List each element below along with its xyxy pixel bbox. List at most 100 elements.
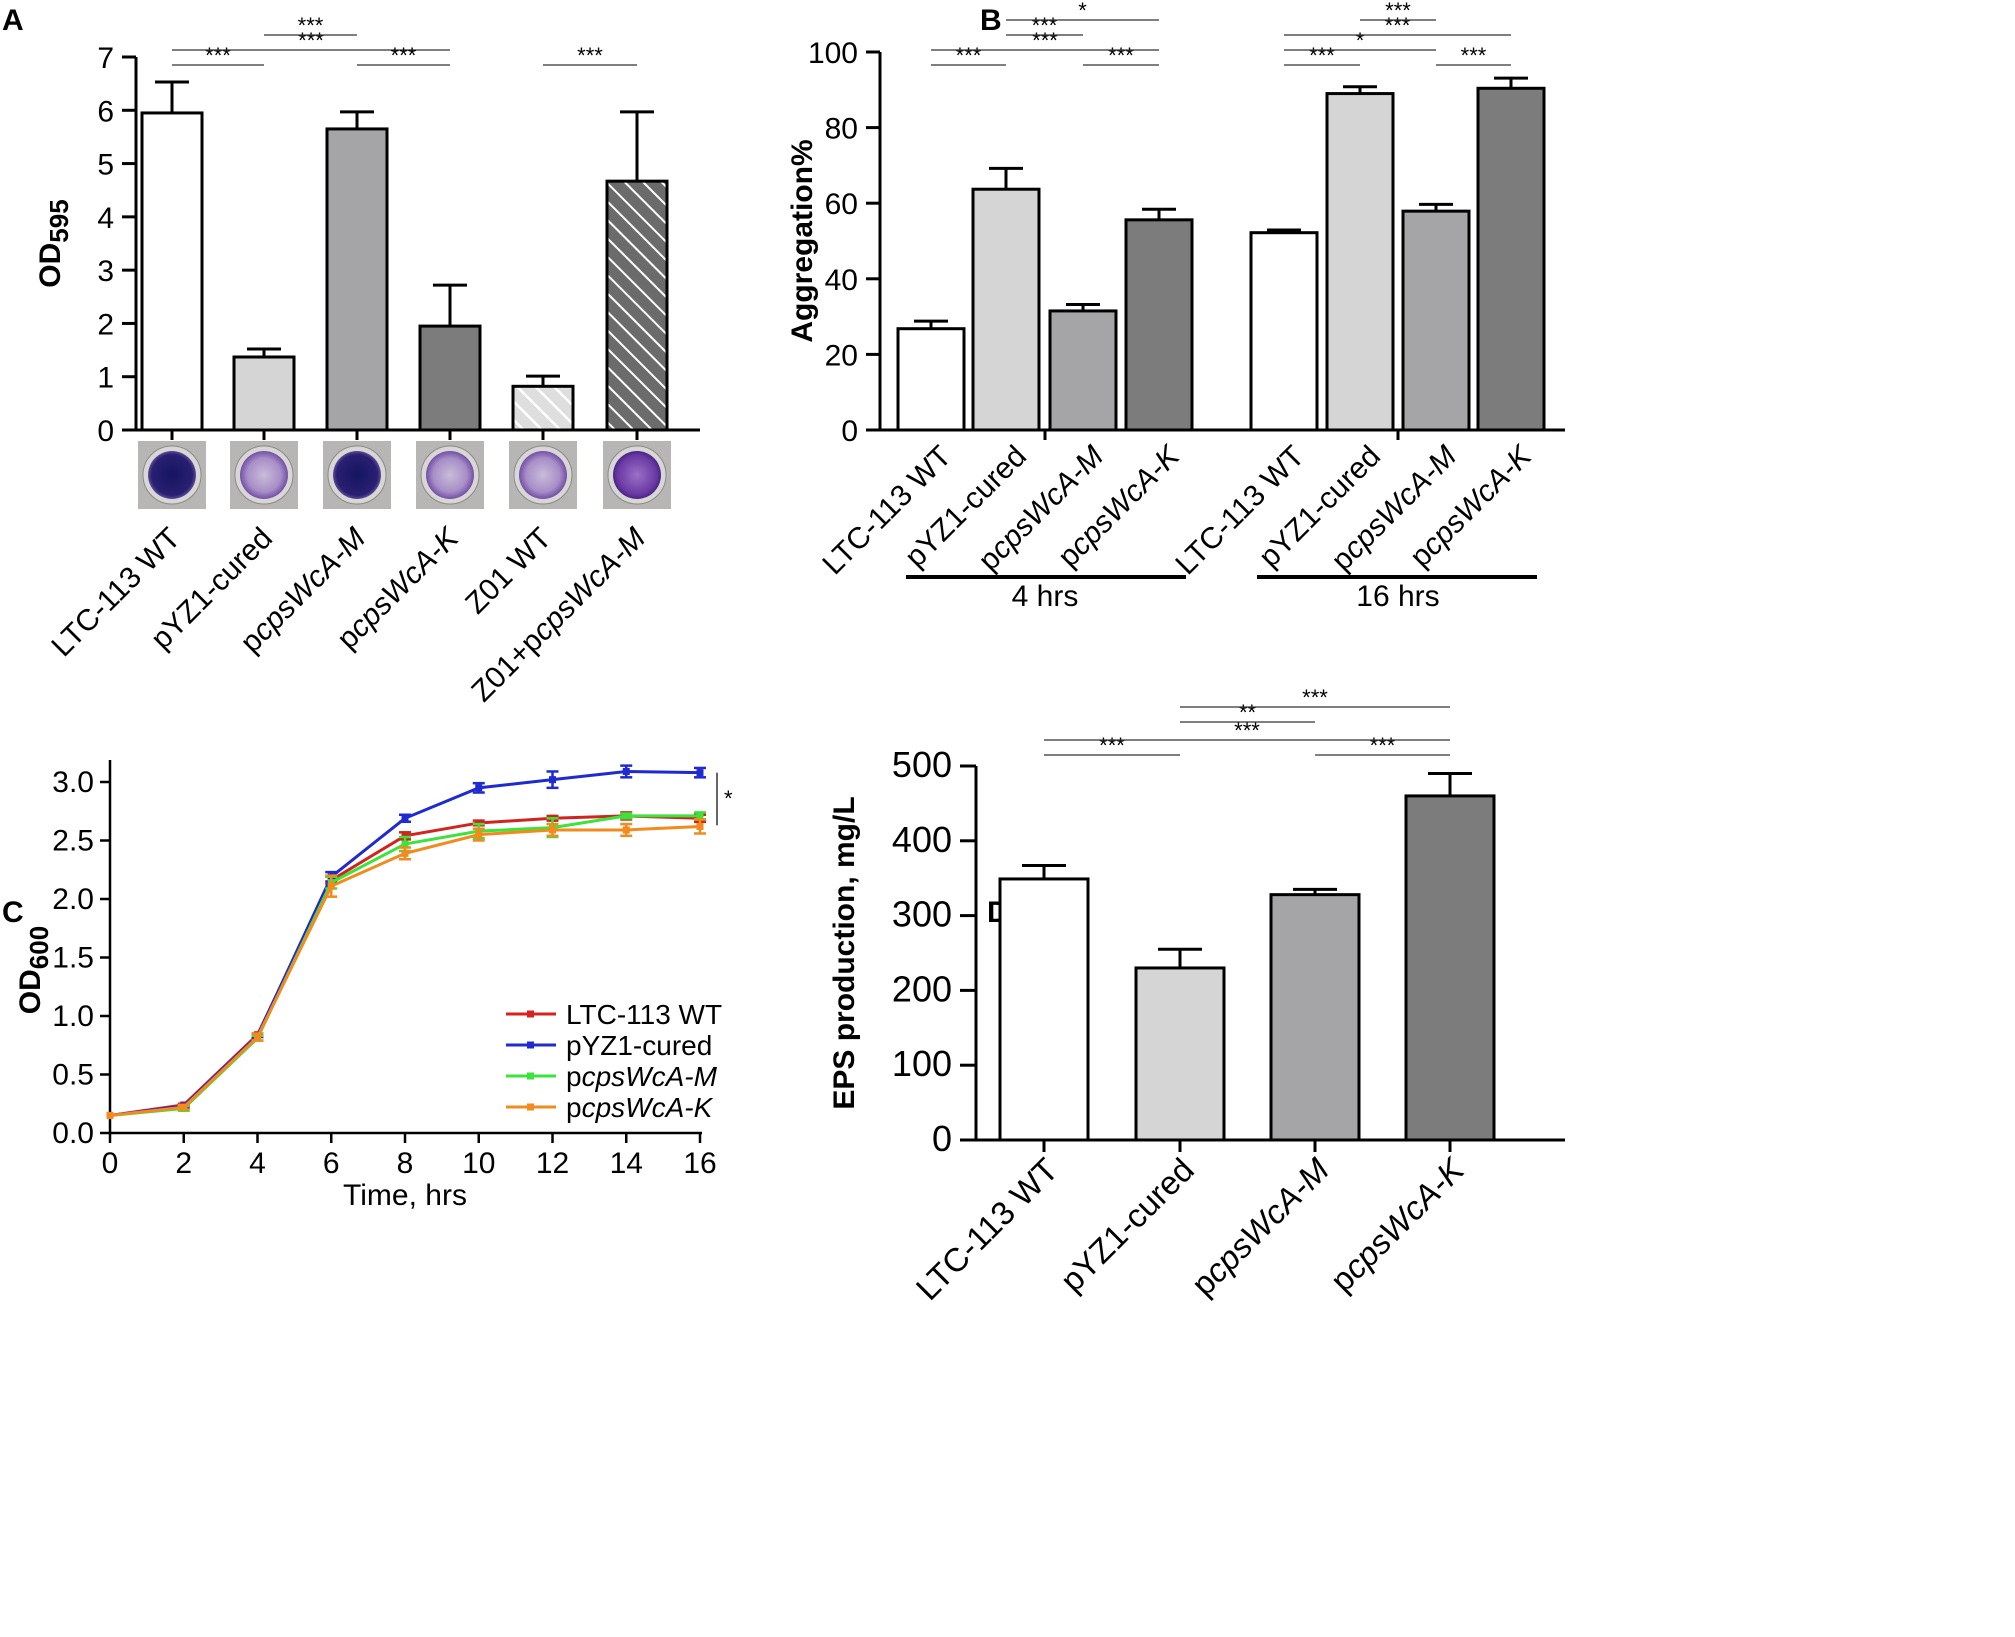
panel-d-category-label-3: pcpsWcA-M (1184, 1150, 1336, 1302)
panel-c-legend-marker-1 (527, 1010, 534, 1018)
panel-c-data-point (475, 831, 483, 839)
panel-c-x-tick-label: 10 (462, 1147, 495, 1180)
panel-d-category-label-1: LTC-113 WT (909, 1151, 1065, 1307)
panel-c-x-tick-label: 8 (397, 1147, 414, 1180)
panel-c-data-point (254, 1033, 261, 1041)
panel-a-y-tick-label: 0 (97, 415, 114, 448)
panel-b-y-tick-label: 80 (825, 113, 858, 146)
panel-d-y-tick-label: 0 (932, 1118, 952, 1159)
panel-b-significance-3-label: *** (1032, 28, 1058, 53)
panel-a-bar-5 (511, 384, 575, 432)
well-stain (240, 451, 288, 499)
panel-b-significance-5-label: * (1078, 0, 1087, 23)
panel-d-significance-2-label: *** (1370, 733, 1396, 758)
panel-c-data-point (401, 840, 409, 848)
panel-d-bar-3 (1269, 893, 1361, 1142)
panel-b-bar-4 (1124, 218, 1194, 432)
panel-a-well-image-5 (509, 441, 577, 509)
panel-c-x-tick-label: 0 (102, 1147, 119, 1180)
panel-b-category-label-1: LTC-113 WT (816, 440, 958, 582)
panel-c-x-tick-label: 16 (683, 1147, 716, 1180)
panel-c-legend-marker-4 (527, 1103, 534, 1111)
panel-c-y-tick-label: 0.5 (52, 1059, 94, 1092)
panel-c-data-point (696, 769, 704, 777)
panel-d-y-tick-label: 400 (892, 819, 952, 860)
panel-b-bar-1 (896, 327, 966, 432)
panel-d-y-axis-label: EPS production, mg/L (828, 796, 861, 1109)
panel-b-significance-10-label: *** (1385, 0, 1411, 23)
panel-a-bar-3 (325, 127, 389, 432)
panel-c-legend-label-1: LTC-113 WT (566, 999, 722, 1030)
panel-a-significance-5-label: *** (577, 43, 603, 68)
panel-b-y-tick-label: 100 (808, 37, 858, 70)
panel-a-category-label-5: Z01 WT (459, 522, 558, 621)
panel-d-bar-4 (1404, 794, 1496, 1142)
well-stain (333, 451, 381, 499)
well-stain (148, 451, 196, 499)
panel-c-x-axis-label: Time, hrs (343, 1179, 467, 1212)
panel-b-significance-7-label: *** (1461, 43, 1487, 68)
panel-a-y-tick-label: 2 (97, 308, 114, 341)
panel-d-category-label-2: pYZ1-cured (1053, 1151, 1201, 1299)
panel-c-data-point (475, 784, 483, 792)
panel-c-data-point (622, 767, 630, 775)
panel-d-significance-4-label: ** (1239, 700, 1257, 725)
panel-d-significance-5-label: *** (1302, 685, 1328, 710)
panel-c-data-point (327, 882, 335, 890)
well-stain (519, 451, 567, 499)
panel-b-bar-5 (1249, 231, 1319, 432)
panel-d-y-tick-label: 500 (892, 744, 952, 785)
panel-c-significance-label: * (724, 786, 733, 811)
panel-a-significance-2-label: *** (298, 28, 324, 53)
panel-a-well-image-6 (603, 441, 671, 509)
panel-a-significance-3-label: *** (298, 13, 324, 38)
panel-c-data-point (106, 1111, 114, 1119)
panel-b-significance-2-label: *** (1108, 43, 1134, 68)
panel-d-category-label-4: pcpsWcA-K (1323, 1149, 1472, 1298)
panel-b-y-tick-label: 40 (825, 264, 858, 297)
panel-d-y-tick-label: 100 (892, 1043, 952, 1084)
panel-d-significance-1-label: *** (1099, 733, 1125, 758)
panel-b-group-label-1: 4 hrs (1012, 580, 1079, 613)
panel-c-x-tick-label: 6 (323, 1147, 340, 1180)
panel-c-y-tick-label: 0.0 (52, 1117, 94, 1150)
panel-c-legend-label-3: pcpsWcA-M (566, 1061, 718, 1092)
panel-b-significance-1-label: *** (956, 43, 982, 68)
panel-b-bar-7 (1401, 209, 1471, 432)
panel-c-y-tick-label: 2.0 (52, 883, 94, 916)
panel-b-y-axis-label: Aggregation% (786, 139, 819, 342)
panel-a-category-label-6: Z01+pcpsWcA-M (465, 522, 652, 709)
panel-a-y-tick-label: 5 (97, 149, 114, 182)
panel-c-data-point (696, 812, 704, 820)
panel-a-y-tick-label: 7 (97, 42, 114, 75)
panel-c-legend-label-4: pcpsWcA-K (566, 1092, 714, 1123)
panel-a-y-tick-label: 4 (97, 202, 114, 235)
panel-a-y-tick-label: 1 (97, 362, 114, 395)
panel-b-y-tick-label: 60 (825, 188, 858, 221)
panel-c-y-axis-label: OD600 (14, 926, 54, 1014)
well-stain (613, 451, 661, 499)
panel-d-y-tick-label: 300 (892, 894, 952, 935)
panel-c-data-point (180, 1103, 188, 1111)
panel-c-data-point (549, 776, 556, 784)
panel-d-eps-chart: 0 100 200 300 400 500 EPS production, mg/L LTC-… (828, 685, 1565, 1307)
panel-c-growth-chart: 0.0 0.5 1.0 1.5 2.0 2.5 3.0 0 2 4 6 8 10 12 14 16 Time, … (14, 760, 733, 1212)
panel-a-y-tick-label: 6 (97, 95, 114, 128)
panel-c-legend-marker-2 (527, 1041, 534, 1049)
panel-a-significance-1-label: *** (205, 43, 231, 68)
panel-c-legend-label-2: pYZ1-cured (566, 1030, 712, 1061)
panel-a-y-tick-label: 3 (97, 255, 114, 288)
panel-a-well-image-4 (416, 441, 484, 509)
panel-d-y-tick-label: 200 (892, 968, 952, 1009)
panel-a-well-image-2 (230, 441, 298, 509)
panel-b-bar-6 (1325, 92, 1395, 432)
panel-d-bar-2 (1134, 966, 1226, 1142)
panel-a-well-image-3 (323, 441, 391, 509)
panel-c-data-point (622, 812, 630, 820)
panel-letter-a: A (2, 4, 24, 37)
panel-d-bar-1 (998, 877, 1090, 1142)
panel-b-y-tick-label: 20 (825, 339, 858, 372)
panel-b-bar-3 (1048, 309, 1118, 432)
panel-c-y-tick-label: 1.0 (52, 1000, 94, 1033)
